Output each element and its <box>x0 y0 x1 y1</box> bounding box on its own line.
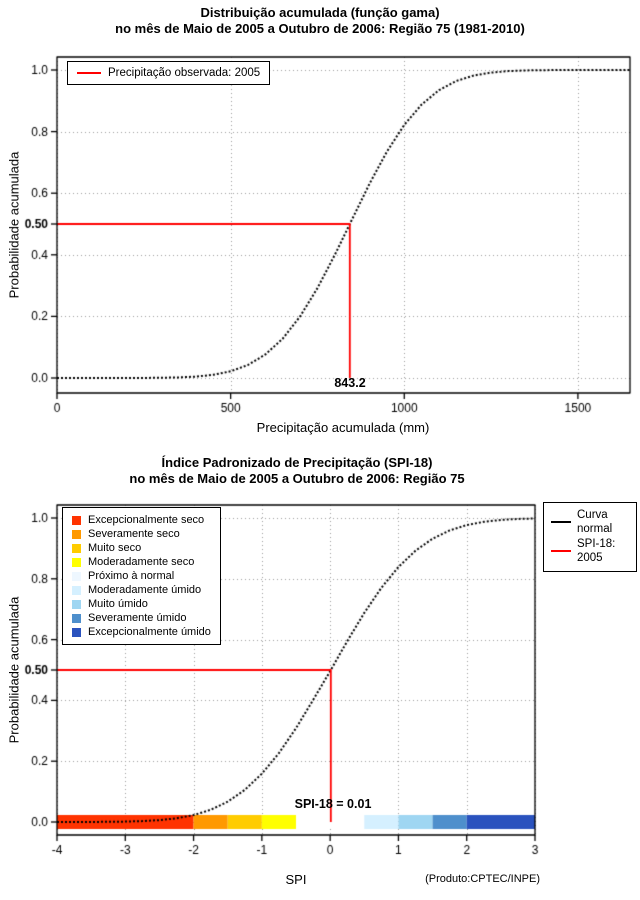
category-color-swatch-icon <box>72 571 81 581</box>
spi-category-legend-item: Severamente seco <box>72 527 211 541</box>
spi-category-legend-item: Moderadamente úmido <box>72 583 211 597</box>
category-color-swatch-icon <box>72 515 81 525</box>
spi-value-label: SPI-18 = 0.01 <box>294 797 372 811</box>
category-color-swatch-icon <box>72 529 81 539</box>
category-color-swatch-icon <box>72 585 81 595</box>
chart1-x-axis-label: Precipitação acumulada (mm) <box>256 420 430 435</box>
chart2-x-axis-label: SPI <box>285 872 307 887</box>
category-label: Muito seco <box>88 542 142 554</box>
category-color-swatch-icon <box>72 613 81 623</box>
category-label: Próximo à normal <box>88 570 175 582</box>
legend-label: Precipitação observada: 2005 <box>108 66 261 79</box>
spi-category-legend-item: Severamente úmido <box>72 611 211 625</box>
red-line-sample-icon <box>551 550 571 553</box>
spi-index-chart: Índice Padronizado de Precipitação (SPI-… <box>0 450 640 900</box>
chart1-y-axis-label: Probabilidade acumulada <box>6 151 22 299</box>
category-label: Moderadamente úmido <box>88 584 202 596</box>
category-color-swatch-icon <box>72 543 81 553</box>
category-color-swatch-icon <box>72 557 81 567</box>
observed-precipitation-value-label: 843.2 <box>334 376 366 390</box>
category-label: Excepcionalmente seco <box>88 514 205 526</box>
legend-label: SPI-18: 2005 <box>577 537 616 565</box>
category-label: Severamente úmido <box>88 612 187 624</box>
product-credit: (Produto:CPTEC/INPE) <box>425 873 540 885</box>
category-label: Excepcionalmente úmido <box>88 626 211 638</box>
category-label: Muito úmido <box>88 598 148 610</box>
black-line-sample-icon <box>551 521 571 524</box>
spi-category-legend: Excepcionalmente seco Severamente seco Mui… <box>62 507 221 645</box>
legend-label: Curva normal <box>577 509 613 536</box>
category-label: Severamente seco <box>88 528 180 540</box>
legend-item-spi18-2005: SPI-18: 2005 <box>551 537 629 566</box>
chart2-title: Índice Padronizado de Precipitação (SPI-… <box>161 455 433 470</box>
spi-category-legend-item: Moderadamente seco <box>72 555 211 569</box>
category-color-swatch-icon <box>72 599 81 609</box>
spi-category-legend-item: Muito úmido <box>72 597 211 611</box>
chart1-subtitle: no mês de Maio de 2005 a Outubro de 2006… <box>115 21 525 36</box>
chart2-subtitle: no mês de Maio de 2005 a Outubro de 2006… <box>129 471 465 486</box>
legend-item-observed-precipitation: Precipitação observada: 2005 <box>77 65 260 81</box>
legend-item-normal-curve: Curva normal <box>551 508 629 537</box>
red-line-sample-icon <box>77 72 101 74</box>
spi-category-legend-item: Excepcionalmente seco <box>72 513 211 527</box>
chart2-y-axis-label: Probabilidade acumulada <box>6 596 22 744</box>
spi-category-legend-item: Próximo à normal <box>72 569 211 583</box>
category-label: Moderadamente seco <box>88 556 195 568</box>
gamma-distribution-chart: Distribuição acumulada (função gama) no … <box>0 0 640 450</box>
chart2-curve-legend: Curva normal SPI-18: 2005 <box>543 502 637 572</box>
category-color-swatch-icon <box>72 627 81 637</box>
spi-category-legend-item: Muito seco <box>72 541 211 555</box>
spi-category-legend-item: Excepcionalmente úmido <box>72 625 211 639</box>
chart1-legend: Precipitação observada: 2005 <box>67 61 271 85</box>
chart1-title: Distribuição acumulada (função gama) <box>200 5 440 20</box>
